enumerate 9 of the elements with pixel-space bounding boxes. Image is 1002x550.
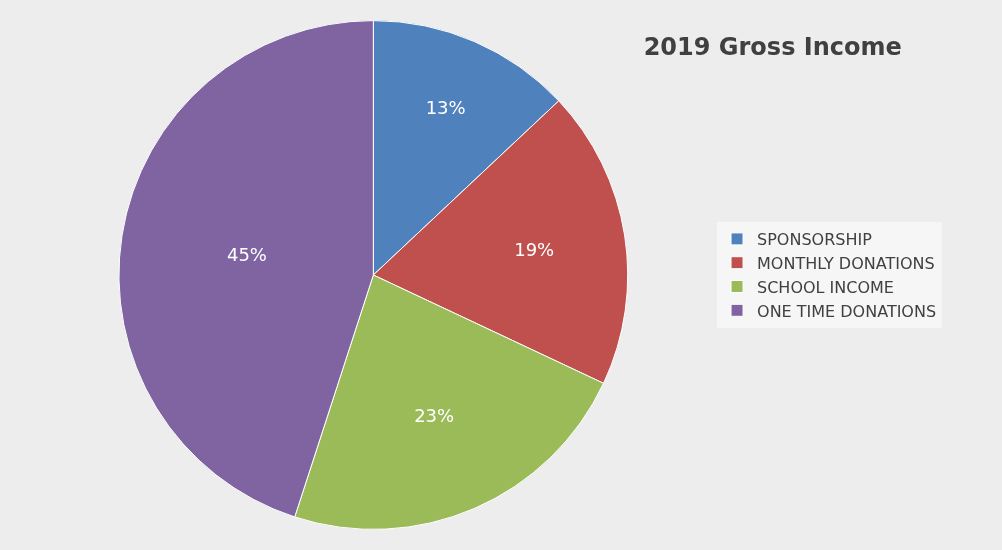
legend-label: MONTHLY DONATIONS [757, 253, 935, 273]
data-label: 19% [514, 239, 555, 261]
text: 2019 Gross Income [643, 33, 902, 62]
data-label: 45% [226, 244, 267, 266]
data-label: 13% [425, 97, 466, 119]
legend-label: SCHOOL INCOME [757, 277, 894, 297]
legend-label: SPONSORSHIP [757, 230, 873, 250]
legend-label: ONE TIME DONATIONS [757, 301, 937, 321]
data-label: 23% [414, 405, 455, 427]
